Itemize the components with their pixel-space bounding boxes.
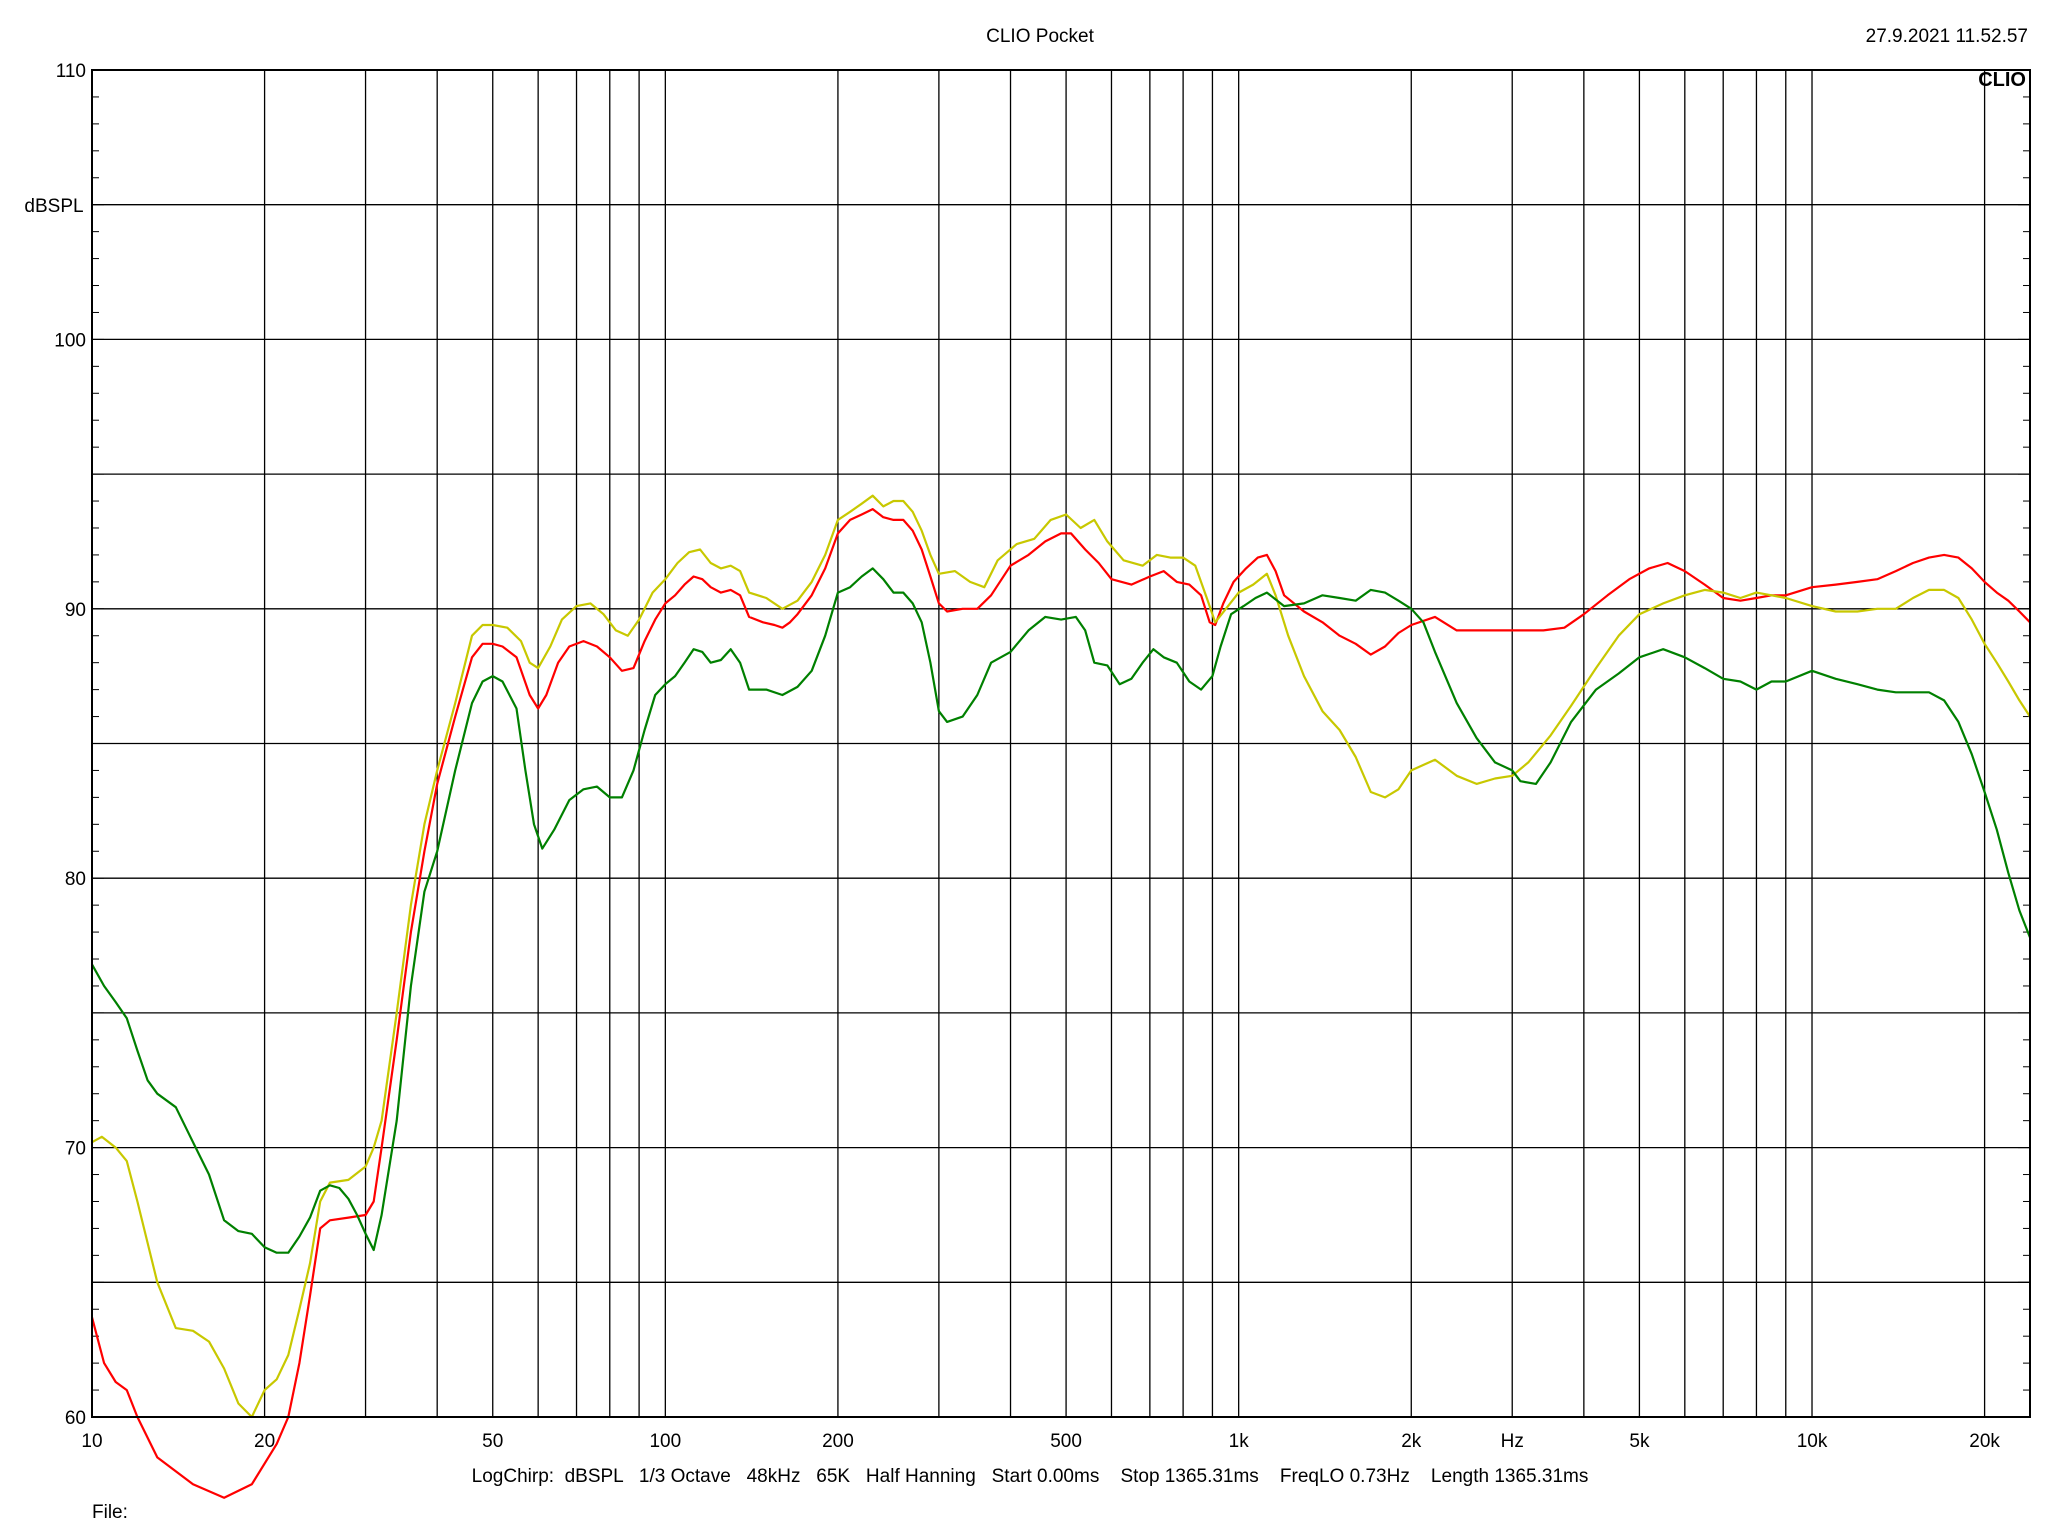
chart-timestamp: 27.9.2021 11.52.57 bbox=[1866, 26, 2028, 47]
x-tick-label-3: 100 bbox=[649, 1431, 681, 1452]
y-tick-labels: 60 70 80 90 100 110 bbox=[54, 61, 86, 1429]
x-tick-label-8: 5k bbox=[1629, 1431, 1650, 1452]
y-tick-label-0: 60 bbox=[65, 1408, 86, 1429]
y-tick-label-3: 90 bbox=[65, 600, 86, 621]
series-line-2 bbox=[91, 567, 2032, 1254]
x-tick-label-0: 10 bbox=[81, 1431, 102, 1452]
clio-logo: CLIO bbox=[1978, 69, 2026, 91]
x-tick-labels: 10 20 50 100 200 500 1k 2k 5k 10k 20k bbox=[81, 1431, 2000, 1452]
x-tick-label-5: 500 bbox=[1050, 1431, 1082, 1452]
chart-title: CLIO Pocket bbox=[986, 26, 1094, 47]
plot-frame bbox=[91, 69, 2031, 1418]
y-tick-label-1: 70 bbox=[65, 1139, 86, 1160]
y-axis-label: dBSPL bbox=[24, 196, 83, 217]
measurement-info: LogChirp: dBSPL 1/3 Octave 48kHz 65K Hal… bbox=[472, 1466, 1589, 1487]
data-series bbox=[90, 494, 2032, 1499]
x-tick-label-9: 10k bbox=[1797, 1431, 1828, 1452]
y-tick-label-5: 110 bbox=[56, 61, 86, 82]
grid-lines bbox=[91, 69, 2030, 1418]
series-line-0 bbox=[90, 508, 2031, 1499]
x-tick-label-7: 2k bbox=[1401, 1431, 1422, 1452]
x-tick-label-10: 20k bbox=[1969, 1431, 2000, 1452]
x-axis-label: Hz bbox=[1501, 1431, 1524, 1452]
x-tick-label-4: 200 bbox=[822, 1431, 854, 1452]
y-tick-label-4: 100 bbox=[54, 330, 86, 351]
y-tick-label-2: 80 bbox=[65, 869, 86, 890]
x-tick-label-1: 20 bbox=[254, 1431, 275, 1452]
file-label: File: bbox=[92, 1502, 128, 1523]
x-tick-label-6: 1k bbox=[1229, 1431, 1250, 1452]
series-line-1 bbox=[91, 494, 2031, 1419]
x-tick-label-2: 50 bbox=[482, 1431, 503, 1452]
